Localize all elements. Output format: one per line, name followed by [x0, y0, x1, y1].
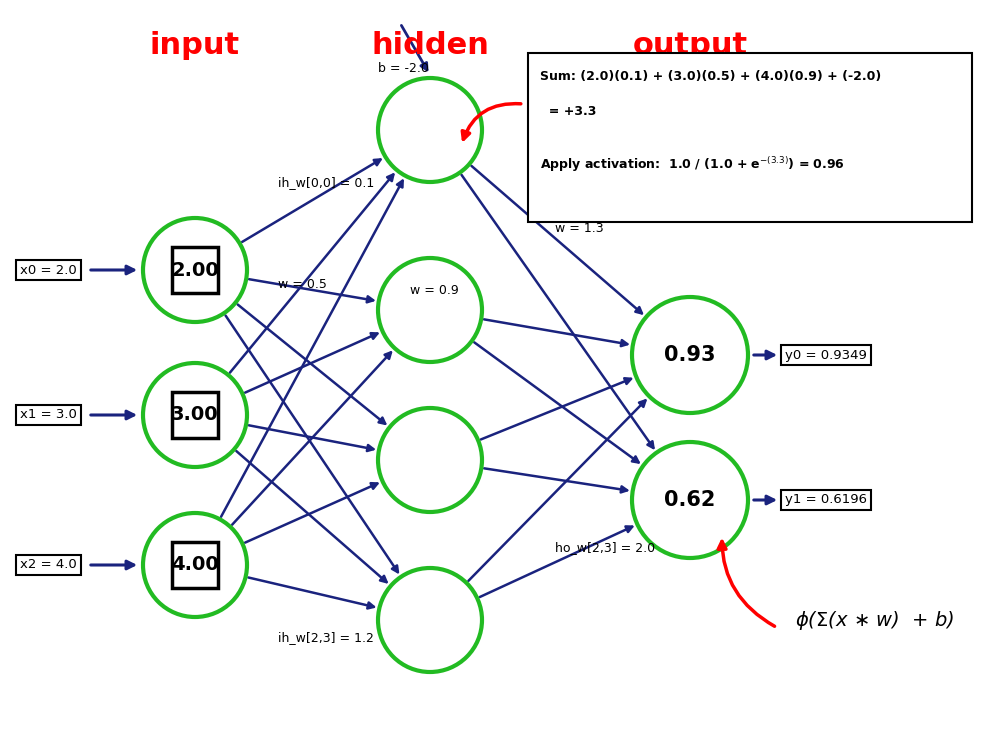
- Circle shape: [632, 297, 748, 413]
- Text: Sum: (2.0)(0.1) + (3.0)(0.5) + (4.0)(0.9) + (-2.0): Sum: (2.0)(0.1) + (3.0)(0.5) + (4.0)(0.9…: [540, 70, 881, 83]
- Text: hidden: hidden: [371, 31, 489, 59]
- Circle shape: [632, 442, 748, 558]
- Text: x1 = 3.0: x1 = 3.0: [20, 408, 77, 421]
- FancyBboxPatch shape: [528, 53, 972, 222]
- Text: w = 1.3: w = 1.3: [555, 221, 604, 235]
- Circle shape: [378, 78, 482, 182]
- Text: Apply activation:  1.0 / (1.0 + e$^{-(3.3)}$) = 0.96: Apply activation: 1.0 / (1.0 + e$^{-(3.3…: [540, 155, 845, 174]
- Text: ih_w[0,0] = 0.1: ih_w[0,0] = 0.1: [278, 177, 375, 190]
- Text: ho_w[2,3] = 2.0: ho_w[2,3] = 2.0: [555, 542, 655, 554]
- Circle shape: [143, 363, 247, 467]
- Circle shape: [378, 258, 482, 362]
- Text: 0.93: 0.93: [665, 345, 716, 365]
- Circle shape: [378, 408, 482, 512]
- Bar: [172, 246, 218, 293]
- Text: $\phi$($\Sigma$($x$ $\ast$ $w$)  + $b$): $\phi$($\Sigma$($x$ $\ast$ $w$) + $b$): [795, 608, 954, 632]
- Circle shape: [378, 568, 482, 672]
- Bar: [172, 391, 218, 438]
- Text: output: output: [632, 31, 747, 59]
- Text: x0 = 2.0: x0 = 2.0: [20, 263, 77, 276]
- Text: 3.00: 3.00: [171, 405, 219, 424]
- Circle shape: [143, 218, 247, 322]
- Circle shape: [143, 513, 247, 617]
- Bar: [172, 542, 218, 589]
- Text: 4.00: 4.00: [171, 556, 219, 575]
- Text: w = 0.5: w = 0.5: [278, 279, 327, 292]
- Text: = +3.3: = +3.3: [540, 105, 597, 118]
- Text: 0.62: 0.62: [665, 490, 716, 510]
- Text: 2.00: 2.00: [171, 260, 219, 279]
- Text: b = -2.0: b = -2.0: [378, 62, 429, 75]
- Text: ih_w[2,3] = 1.2: ih_w[2,3] = 1.2: [278, 632, 374, 644]
- Text: y0 = 0.9349: y0 = 0.9349: [785, 348, 867, 361]
- Text: input: input: [150, 31, 240, 59]
- Text: x2 = 4.0: x2 = 4.0: [20, 559, 77, 572]
- Text: w = 0.9: w = 0.9: [410, 284, 459, 297]
- Text: y1 = 0.6196: y1 = 0.6196: [785, 493, 867, 507]
